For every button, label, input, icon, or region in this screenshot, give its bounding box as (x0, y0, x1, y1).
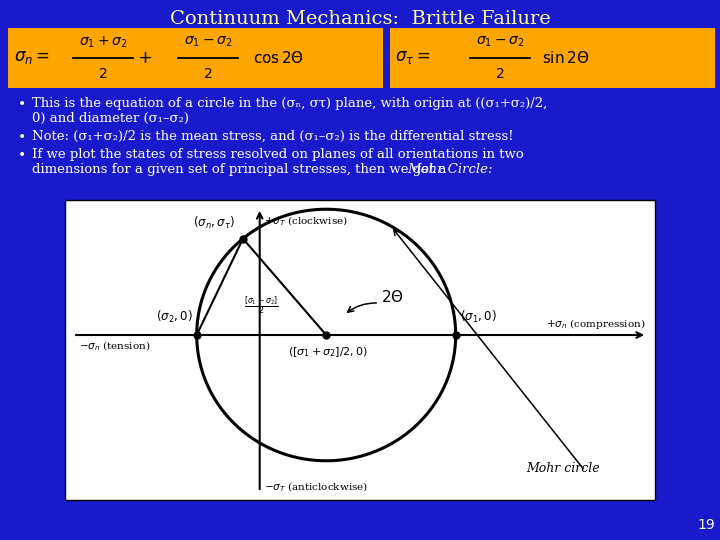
Text: $(\sigma_1, 0)$: $(\sigma_1, 0)$ (459, 309, 496, 325)
Text: •: • (18, 97, 26, 111)
Text: Mohr Circle:: Mohr Circle: (407, 163, 492, 176)
Bar (8, 28, 383, 88)
Text: $-\sigma_T$ (anticlockwise): $-\sigma_T$ (anticlockwise) (264, 481, 368, 494)
Text: dimensions for a given set of principal stresses, then we get a: dimensions for a given set of principal … (32, 163, 451, 176)
Text: $\sin 2\Theta$: $\sin 2\Theta$ (542, 50, 589, 66)
Text: 0) and diameter (σ₁–σ₂): 0) and diameter (σ₁–σ₂) (32, 112, 189, 125)
Text: $2$: $2$ (203, 67, 212, 81)
Text: $2$: $2$ (495, 67, 505, 81)
Text: $+$: $+$ (138, 49, 153, 67)
Text: $\sigma_1 - \sigma_2$: $\sigma_1 - \sigma_2$ (476, 35, 524, 49)
Text: $2$: $2$ (99, 67, 108, 81)
Text: $2\Theta$: $2\Theta$ (381, 289, 404, 305)
Text: $-\sigma_n$ (tension): $-\sigma_n$ (tension) (79, 339, 150, 353)
Text: $\cos 2\Theta$: $\cos 2\Theta$ (253, 50, 304, 66)
Text: $\sigma_\tau =$: $\sigma_\tau =$ (395, 50, 431, 66)
Text: $+\sigma_T$ (clockwise): $+\sigma_T$ (clockwise) (264, 214, 348, 227)
Text: $\frac{[\sigma_1-\sigma_2]}{2}$: $\frac{[\sigma_1-\sigma_2]}{2}$ (244, 294, 279, 317)
Text: Mohr circle: Mohr circle (526, 462, 600, 475)
Text: $(\sigma_n, \sigma_\tau)$: $(\sigma_n, \sigma_\tau)$ (193, 214, 235, 231)
Text: $([\sigma_1+\sigma_2]/2, 0)$: $([\sigma_1+\sigma_2]/2, 0)$ (288, 345, 368, 359)
Text: 19: 19 (697, 518, 715, 532)
Text: $\sigma_1 + \sigma_2$: $\sigma_1 + \sigma_2$ (78, 35, 127, 50)
Text: Note: (σ₁+σ₂)/2 is the mean stress, and (σ₁–σ₂) is the differential stress!: Note: (σ₁+σ₂)/2 is the mean stress, and … (32, 130, 513, 143)
Text: If we plot the states of stress resolved on planes of all orientations in two: If we plot the states of stress resolved… (32, 148, 523, 161)
Text: $(\sigma_2, 0)$: $(\sigma_2, 0)$ (156, 309, 193, 325)
Text: $+\sigma_n$ (compression): $+\sigma_n$ (compression) (546, 317, 645, 331)
Text: •: • (18, 130, 26, 144)
Text: Continuum Mechanics:  Brittle Failure: Continuum Mechanics: Brittle Failure (170, 10, 550, 28)
Text: $\sigma_1 - \sigma_2$: $\sigma_1 - \sigma_2$ (184, 35, 233, 49)
Bar (65, 200, 655, 500)
Bar (390, 28, 715, 88)
Text: •: • (18, 148, 26, 162)
Text: $\sigma_n =$: $\sigma_n =$ (14, 50, 50, 66)
Text: This is the equation of a circle in the (σₙ, στ) plane, with origin at ((σ₁+σ₂)/: This is the equation of a circle in the … (32, 97, 547, 110)
